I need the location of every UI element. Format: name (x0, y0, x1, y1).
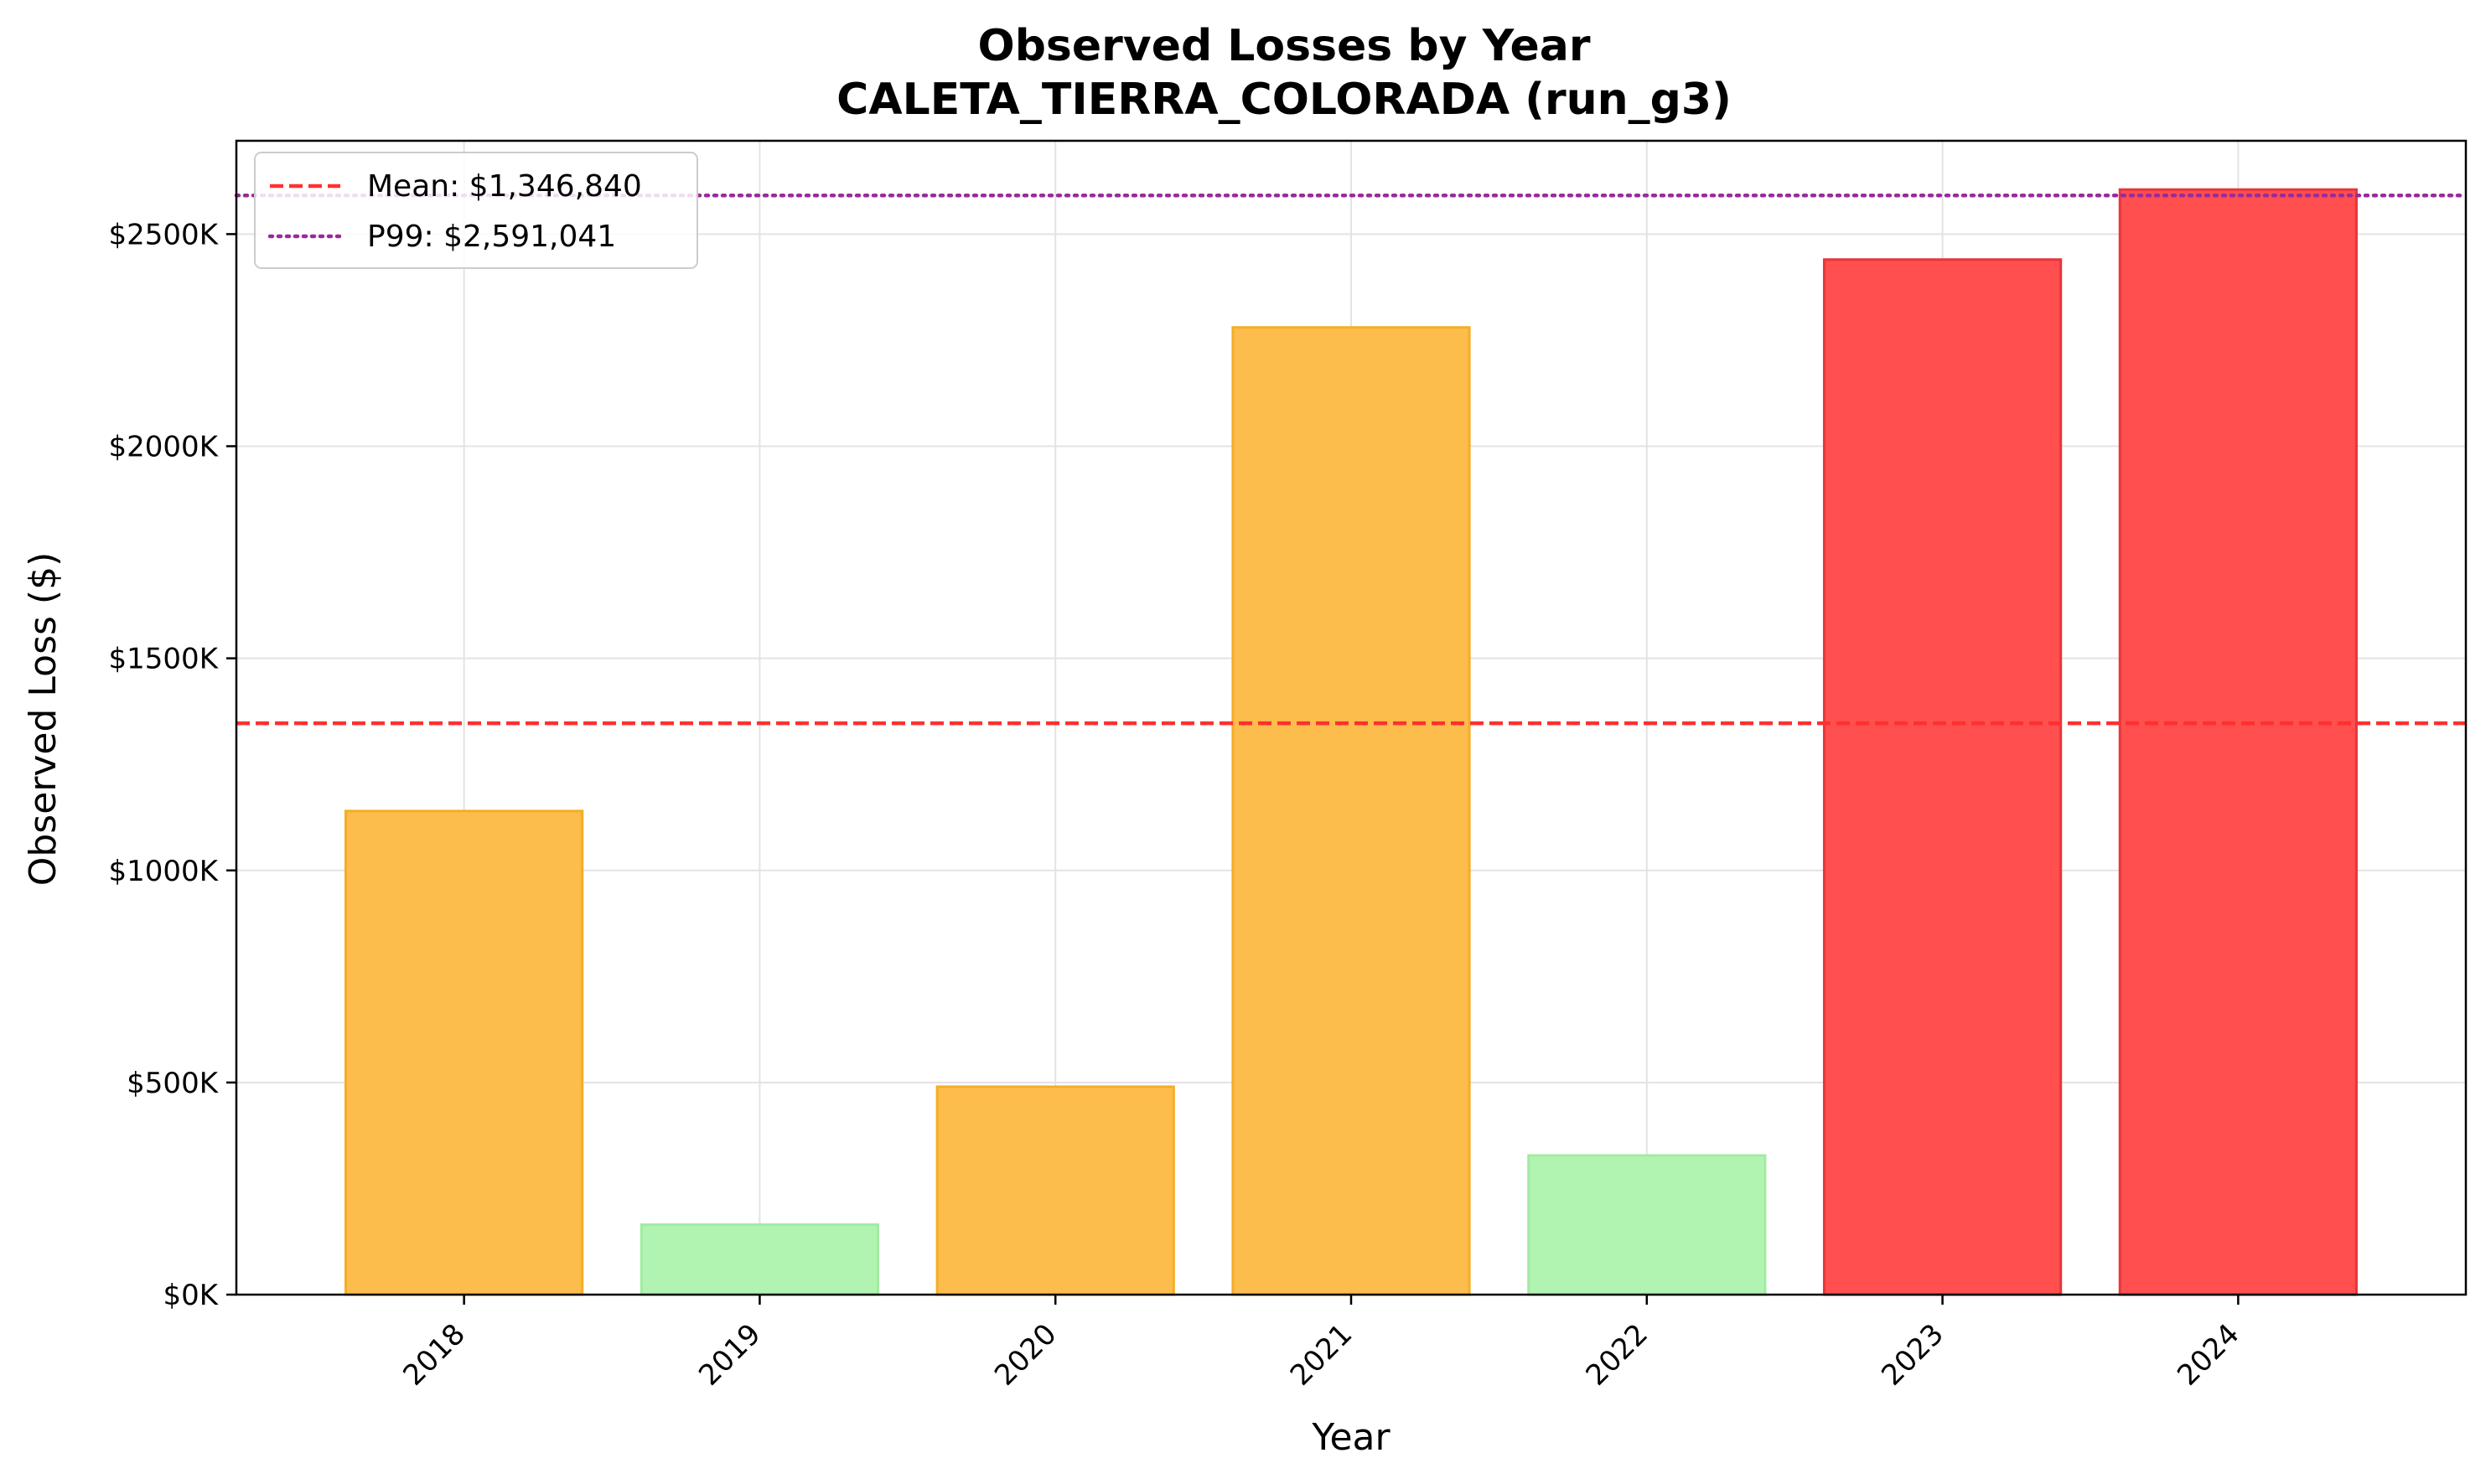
y-tick-label: $0K (163, 1279, 219, 1312)
y-axis-ticks: $0K $500K $1000K $1500K $2000K $2500K (109, 218, 236, 1312)
x-axis-label: Year (1311, 1416, 1391, 1459)
bar-2021 (1231, 326, 1471, 1296)
legend-label-mean: Mean: $1,346,840 (367, 169, 642, 204)
y-tick-label: $1000K (109, 855, 220, 888)
y-tick-label: $2500K (109, 218, 220, 251)
bar-2018 (344, 809, 584, 1296)
legend-label-p99: P99: $2,591,041 (367, 220, 616, 254)
chart-title: Observed Losses by Year (978, 21, 1591, 71)
bar-2024 (2118, 188, 2358, 1296)
bar-2020 (935, 1085, 1175, 1296)
legend-box (254, 152, 698, 269)
y-tick-label: $1500K (109, 643, 220, 676)
y-tick-label: $500K (127, 1067, 220, 1100)
y-tick-label: $2000K (109, 431, 220, 464)
bar-2022 (1527, 1154, 1767, 1296)
bars (344, 188, 2358, 1296)
legend: Mean: $1,346,840 P99: $2,591,041 (254, 152, 698, 269)
chart-subtitle: CALETA_TIERRA_COLORADA (run_g3) (836, 75, 1732, 125)
bar-2023 (1822, 258, 2063, 1296)
bar-2019 (640, 1223, 880, 1296)
y-axis-label: Observed Loss ($) (22, 552, 65, 887)
